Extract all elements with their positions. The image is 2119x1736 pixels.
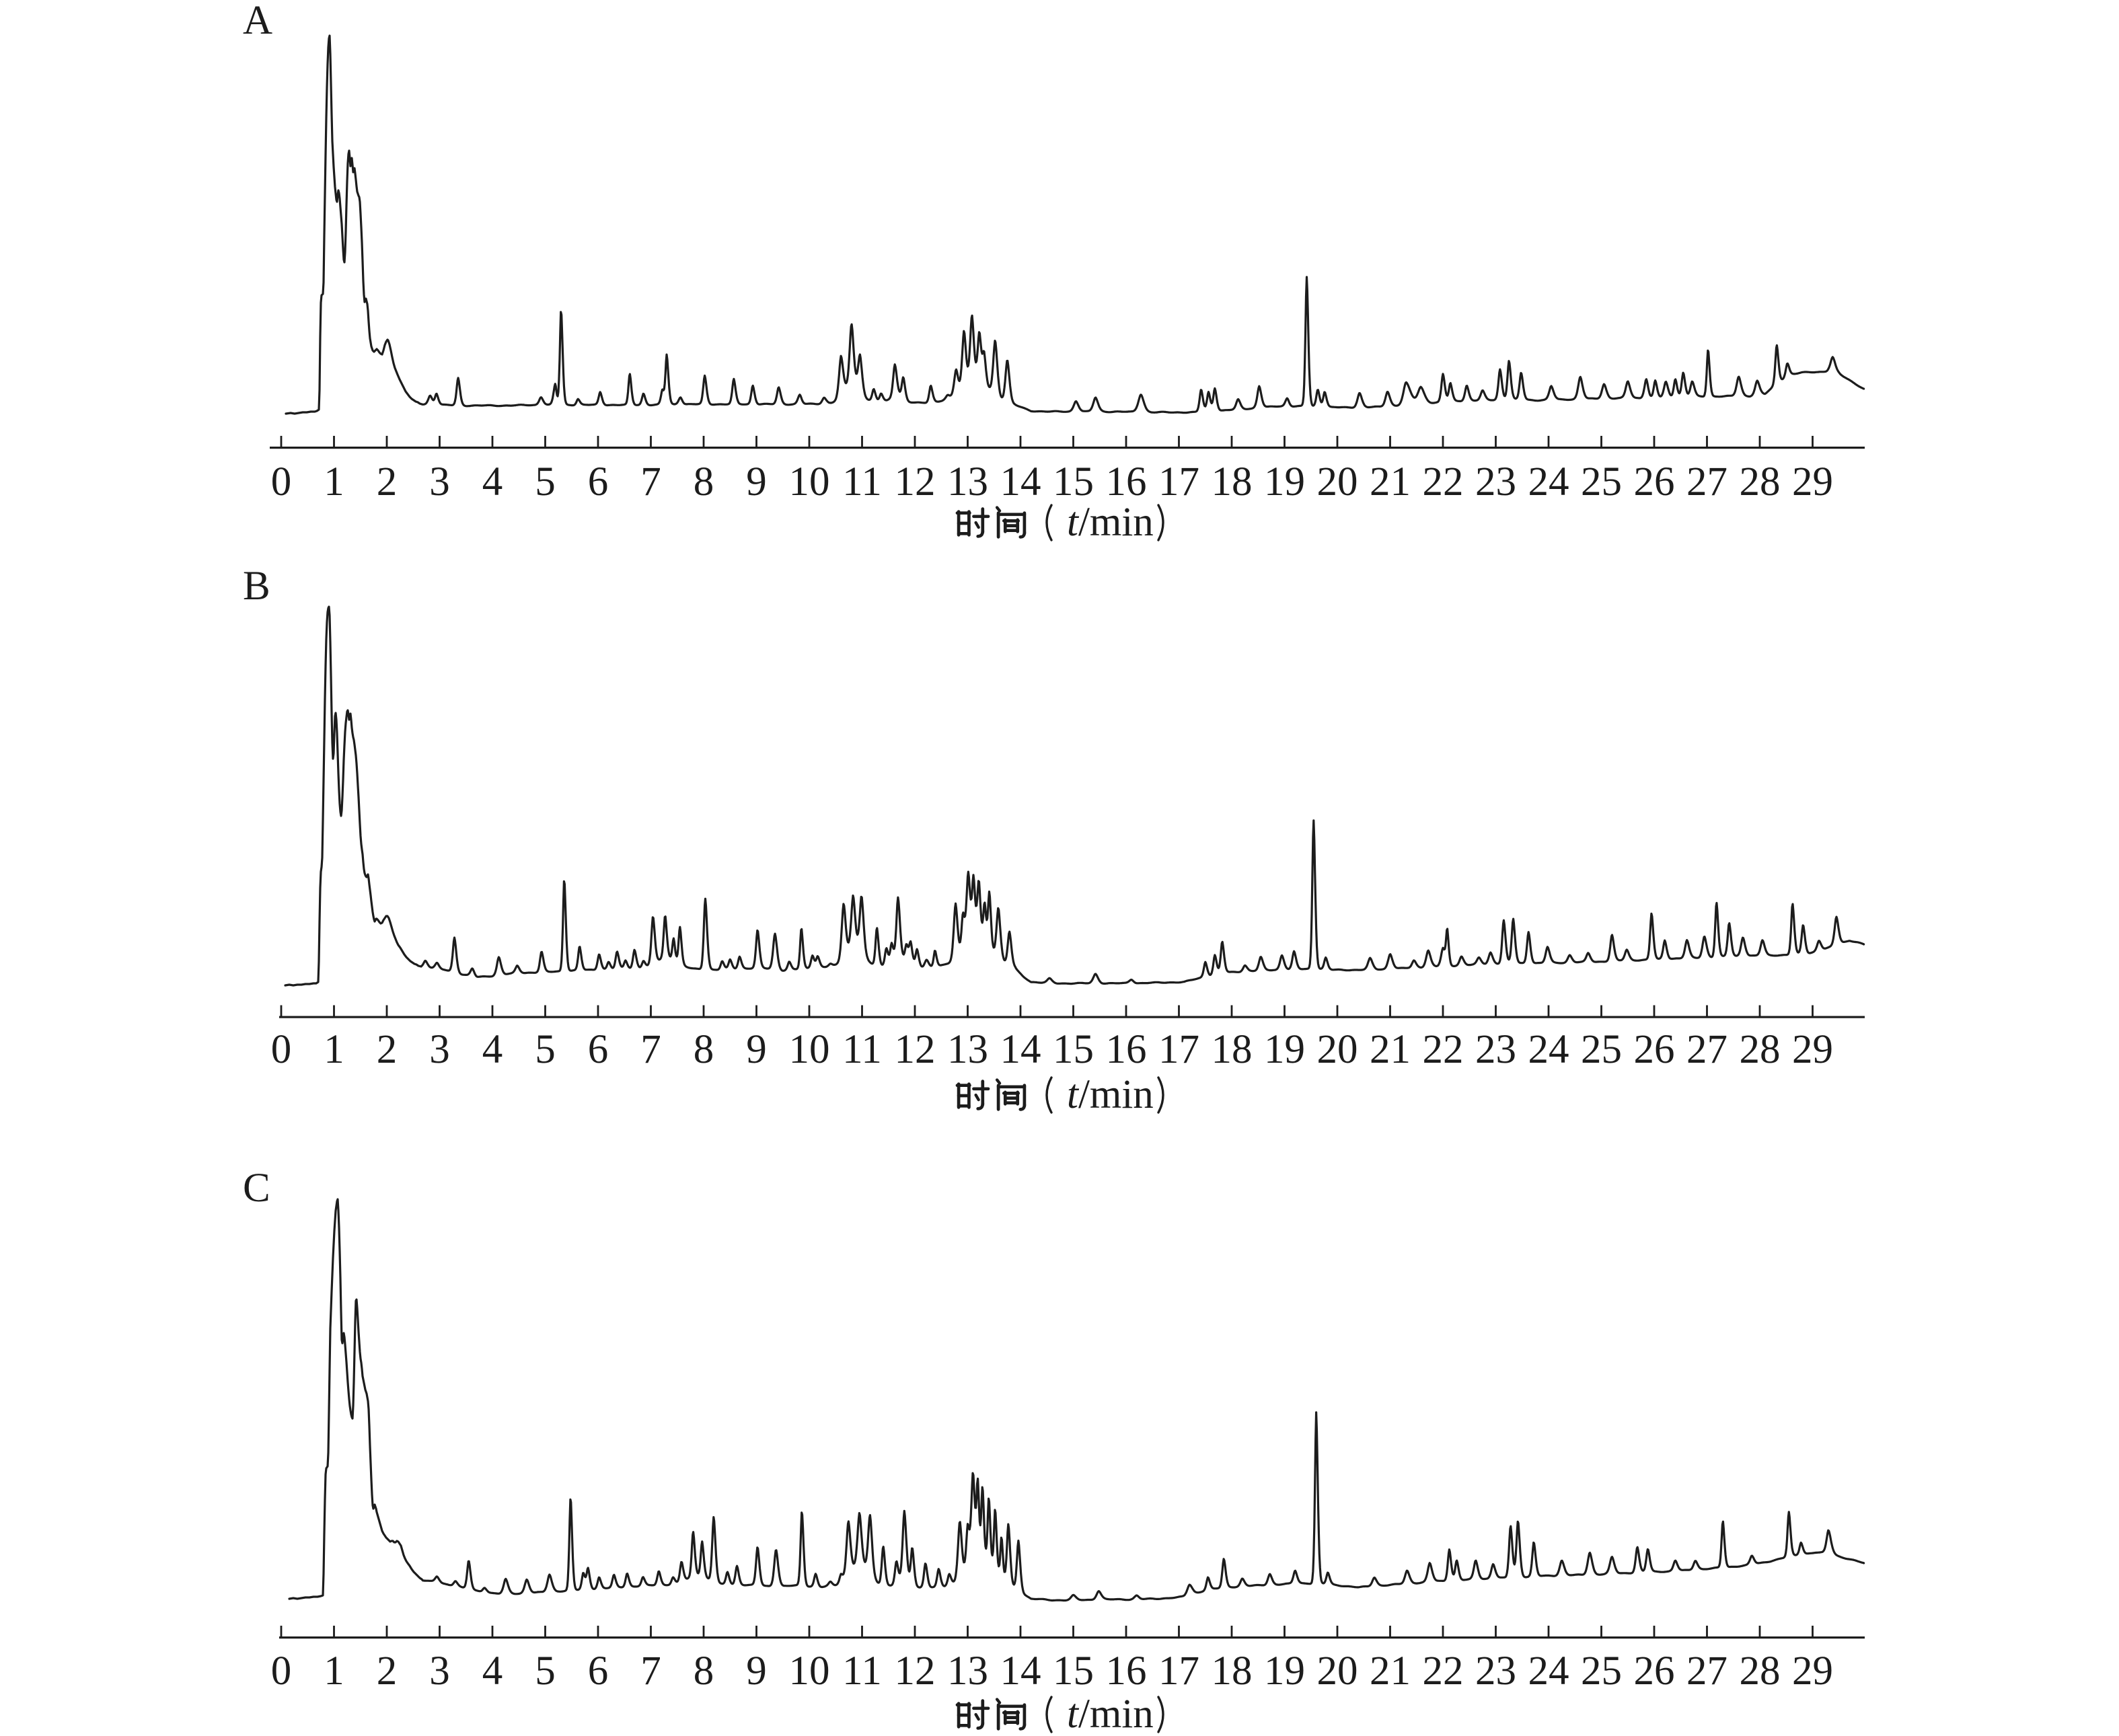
svg-text:23: 23 (1475, 1649, 1516, 1694)
svg-text:6: 6 (588, 459, 609, 504)
svg-text:18: 18 (1212, 1027, 1253, 1072)
svg-text:24: 24 (1528, 459, 1569, 504)
svg-text:20: 20 (1317, 459, 1358, 504)
svg-text:18: 18 (1212, 459, 1253, 504)
svg-text:19: 19 (1264, 1649, 1305, 1694)
svg-text:0: 0 (271, 1027, 292, 1072)
svg-text:A: A (243, 0, 272, 43)
svg-text:29: 29 (1792, 459, 1833, 504)
svg-text:21: 21 (1370, 1649, 1411, 1694)
svg-text:t/min: t/min (1067, 1072, 1154, 1117)
svg-text:15: 15 (1053, 459, 1094, 504)
svg-text:17: 17 (1158, 1027, 1199, 1072)
svg-text:29: 29 (1792, 1649, 1833, 1694)
svg-text:9: 9 (746, 1027, 767, 1072)
svg-text:3: 3 (429, 1027, 450, 1072)
svg-text:5: 5 (535, 459, 556, 504)
svg-text:20: 20 (1317, 1027, 1358, 1072)
svg-text:7: 7 (640, 459, 661, 504)
svg-text:21: 21 (1370, 1027, 1411, 1072)
svg-text:15: 15 (1053, 1649, 1094, 1694)
svg-text:t/min: t/min (1067, 500, 1154, 545)
svg-text:28: 28 (1740, 459, 1781, 504)
svg-text:16: 16 (1106, 1027, 1147, 1072)
svg-text:27: 27 (1686, 1649, 1727, 1694)
svg-text:26: 26 (1634, 1649, 1675, 1694)
svg-text:t/min: t/min (1067, 1692, 1154, 1736)
svg-text:22: 22 (1423, 1649, 1464, 1694)
svg-text:19: 19 (1264, 1027, 1305, 1072)
svg-text:4: 4 (482, 1649, 503, 1694)
svg-text:12: 12 (895, 1649, 936, 1694)
svg-text:9: 9 (746, 459, 767, 504)
svg-text:20: 20 (1317, 1649, 1358, 1694)
svg-text:19: 19 (1264, 459, 1305, 504)
svg-text:7: 7 (640, 1649, 661, 1694)
svg-text:1: 1 (324, 1027, 344, 1072)
svg-text:11: 11 (842, 1649, 882, 1694)
svg-text:10: 10 (789, 1027, 830, 1072)
svg-text:5: 5 (535, 1027, 556, 1072)
svg-text:10: 10 (789, 1649, 830, 1694)
svg-text:21: 21 (1370, 459, 1411, 504)
svg-text:13: 13 (947, 1649, 988, 1694)
svg-text:24: 24 (1528, 1027, 1569, 1072)
svg-text:22: 22 (1423, 1027, 1464, 1072)
svg-text:14: 14 (1000, 459, 1041, 504)
svg-text:13: 13 (947, 1027, 988, 1072)
svg-text:17: 17 (1158, 459, 1199, 504)
svg-text:0: 0 (271, 459, 292, 504)
svg-text:6: 6 (588, 1027, 609, 1072)
svg-text:2: 2 (377, 1027, 398, 1072)
svg-text:26: 26 (1634, 1027, 1675, 1072)
svg-text:27: 27 (1686, 1027, 1727, 1072)
svg-text:4: 4 (482, 1027, 503, 1072)
svg-text:27: 27 (1686, 459, 1727, 504)
svg-text:1: 1 (324, 459, 344, 504)
svg-text:12: 12 (895, 459, 936, 504)
svg-text:12: 12 (895, 1027, 936, 1072)
svg-text:18: 18 (1212, 1649, 1253, 1694)
svg-text:6: 6 (588, 1649, 609, 1694)
svg-text:3: 3 (429, 1649, 450, 1694)
svg-text:25: 25 (1581, 1649, 1622, 1694)
svg-text:29: 29 (1792, 1027, 1833, 1072)
svg-text:14: 14 (1000, 1649, 1041, 1694)
svg-text:15: 15 (1053, 1027, 1094, 1072)
svg-text:28: 28 (1740, 1649, 1781, 1694)
svg-text:8: 8 (694, 459, 714, 504)
svg-text:7: 7 (640, 1027, 661, 1072)
svg-text:8: 8 (694, 1649, 714, 1694)
svg-text:24: 24 (1528, 1649, 1569, 1694)
svg-text:11: 11 (842, 1027, 882, 1072)
svg-text:4: 4 (482, 459, 503, 504)
svg-text:9: 9 (746, 1649, 767, 1694)
svg-text:25: 25 (1581, 1027, 1622, 1072)
svg-text:2: 2 (377, 459, 398, 504)
svg-text:8: 8 (694, 1027, 714, 1072)
svg-text:10: 10 (789, 459, 830, 504)
svg-text:14: 14 (1000, 1027, 1041, 1072)
svg-text:23: 23 (1475, 1027, 1516, 1072)
svg-text:17: 17 (1158, 1649, 1199, 1694)
svg-text:3: 3 (429, 459, 450, 504)
svg-text:22: 22 (1423, 459, 1464, 504)
svg-text:23: 23 (1475, 459, 1516, 504)
svg-text:C: C (243, 1166, 270, 1211)
svg-text:28: 28 (1740, 1027, 1781, 1072)
svg-text:26: 26 (1634, 459, 1675, 504)
svg-text:16: 16 (1106, 1649, 1147, 1694)
svg-text:2: 2 (377, 1649, 398, 1694)
svg-text:5: 5 (535, 1649, 556, 1694)
svg-text:B: B (243, 564, 270, 609)
svg-text:13: 13 (947, 459, 988, 504)
svg-text:25: 25 (1581, 459, 1622, 504)
svg-text:11: 11 (842, 459, 882, 504)
svg-text:16: 16 (1106, 459, 1147, 504)
svg-text:1: 1 (324, 1649, 344, 1694)
svg-text:0: 0 (271, 1649, 292, 1694)
